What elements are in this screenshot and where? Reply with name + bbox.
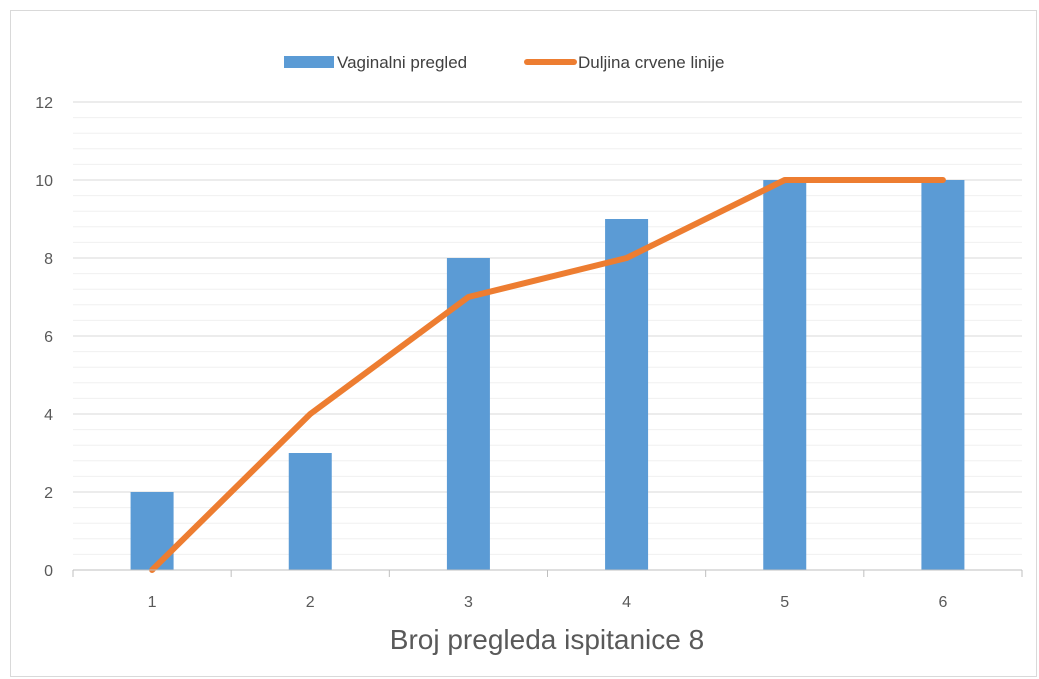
x-tick-label: 2 — [306, 594, 315, 611]
bar-2 — [288, 453, 332, 570]
chart-frame — [10, 10, 1037, 677]
y-tick-label: 12 — [35, 95, 53, 112]
x-tick-label: 3 — [464, 594, 473, 611]
bar-series — [130, 180, 965, 570]
line-series — [149, 177, 946, 573]
x-tick-labels: 1 2 3 4 5 6 — [148, 594, 948, 611]
legend-label-duljina-crvene-linije: Duljina crvene linije — [578, 53, 724, 72]
axes — [72, 569, 1023, 577]
legend: Vaginalni pregled Duljina crvene linije — [284, 53, 724, 72]
line-duljina-crvene-linije — [149, 177, 946, 573]
gridlines — [73, 101, 1022, 555]
y-tick-label: 0 — [44, 563, 53, 580]
y-tick-label: 4 — [44, 407, 53, 424]
x-tick-label: 1 — [148, 594, 157, 611]
bar-6 — [921, 180, 965, 570]
y-tick-label: 8 — [44, 251, 53, 268]
bar-5 — [763, 180, 807, 570]
x-tick-label: 4 — [622, 594, 631, 611]
y-tick-label: 10 — [35, 173, 53, 190]
bar-4 — [605, 219, 649, 570]
legend-label-vaginalni-pregled: Vaginalni pregled — [337, 53, 467, 72]
y-tick-label: 6 — [44, 329, 53, 346]
legend-swatch-vaginalni-pregled — [284, 56, 334, 68]
x-tick-label: 5 — [780, 594, 789, 611]
x-tick-label: 6 — [938, 594, 947, 611]
x-axis-title: Broj pregleda ispitanice 8 — [390, 624, 704, 655]
y-tick-label: 2 — [44, 485, 53, 502]
y-tick-labels: 0 2 4 6 8 10 12 — [35, 95, 53, 580]
